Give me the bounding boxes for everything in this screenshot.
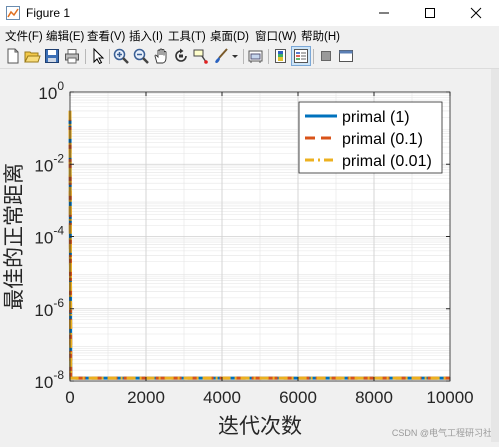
rotate-icon [175,48,187,62]
zoom-in-icon [113,48,129,64]
figure-toolbar [0,44,499,69]
select-arrow-icon [93,47,105,65]
minimize-button[interactable] [361,0,407,26]
pan-icon [154,48,167,64]
x-axis-label: 迭代次数 [218,415,302,438]
close-icon [470,7,482,19]
close-button[interactable] [453,0,499,26]
data-cursor-icon [193,49,208,64]
y-tick-label: 10-2 [34,151,64,175]
legend-label: primal (0.01) [342,153,432,170]
legend-icon [294,49,308,63]
y-axis-label: 最佳的正常距离 [3,163,26,310]
minimize-icon [379,12,389,14]
link-icon [248,50,263,63]
dock-button[interactable] [337,47,355,65]
x-tick-label: 4000 [203,388,241,407]
save-icon [45,49,59,63]
watermark: CSDN @电气工程研习社 [392,427,492,438]
window-title: Figure 1 [26,6,71,20]
legend-label: primal (0.1) [342,131,423,148]
legend: primal (1) primal (0.1) primal (0.01) [298,101,443,174]
y-tick-label: 10-8 [34,368,64,392]
maximize-button[interactable] [407,0,453,26]
line-plot: 0 2000 4000 6000 8000 10000 100 10-2 10-4 10-6 10-… [3,79,492,438]
y-tick-label: 10-4 [34,224,64,248]
zoom-out-icon [133,48,149,64]
new-figure-icon [7,48,19,64]
toolbar-separator [85,49,86,64]
x-tick-label: 0 [65,388,74,407]
menu-view[interactable]: 查看(V) [87,31,126,43]
x-tick-label: 6000 [279,388,317,407]
menu-help[interactable]: 帮助(H) [301,31,340,43]
brush-dropdown[interactable] [230,47,240,65]
legend-label: primal (1) [342,109,410,126]
dock-icon [339,50,353,62]
print-button[interactable] [63,47,81,65]
open-file-button[interactable] [23,47,41,65]
title-bar: Figure 1 [0,0,499,26]
zoom-in-button[interactable] [112,47,130,65]
colorbar-button[interactable] [272,47,290,65]
y-tick-label: 100 [38,79,64,103]
hide-tools-icon [321,51,331,61]
toolbar-separator [313,49,314,64]
pan-button[interactable] [152,47,170,65]
y-tick-label: 10-6 [34,296,64,320]
x-tick-label: 8000 [355,388,393,407]
hide-tools-button[interactable] [317,47,335,65]
matlab-figure-icon [6,6,20,20]
zoom-out-button[interactable] [132,47,150,65]
toolbar-separator [243,49,244,64]
figure-side-strip [491,69,499,442]
brush-dropdown-icon [232,55,238,58]
rotate-button[interactable] [172,47,190,65]
menu-insert[interactable]: 插入(I) [129,31,163,43]
maximize-icon [425,8,435,18]
menu-bar: 文件(F) 编辑(E) 查看(V) 插入(I) 工具(T) 桌面(D) 窗口(W… [0,26,499,44]
figure-canvas: 0 2000 4000 6000 8000 10000 100 10-2 10-4 10-6 10-… [0,69,499,442]
menu-desktop[interactable]: 桌面(D) [210,31,249,43]
brush-button[interactable] [212,47,230,65]
new-figure-button[interactable] [4,47,22,65]
colorbar-icon [275,49,286,63]
toolbar-separator [268,49,269,64]
link-plot-button[interactable] [247,47,265,65]
menu-window[interactable]: 窗口(W) [255,31,297,43]
save-button[interactable] [43,47,61,65]
menu-edit[interactable]: 编辑(E) [46,31,85,43]
menu-tools[interactable]: 工具(T) [168,31,206,43]
menu-file[interactable]: 文件(F) [5,31,43,43]
print-icon [65,49,79,64]
x-tick-label: 10000 [426,388,473,407]
select-arrow-button[interactable] [89,47,107,65]
data-cursor-button[interactable] [192,47,210,65]
x-tick-label: 2000 [127,388,165,407]
open-file-icon [24,51,41,63]
toolbar-separator [109,49,110,64]
legend-button[interactable] [291,46,311,66]
brush-icon [215,48,228,63]
